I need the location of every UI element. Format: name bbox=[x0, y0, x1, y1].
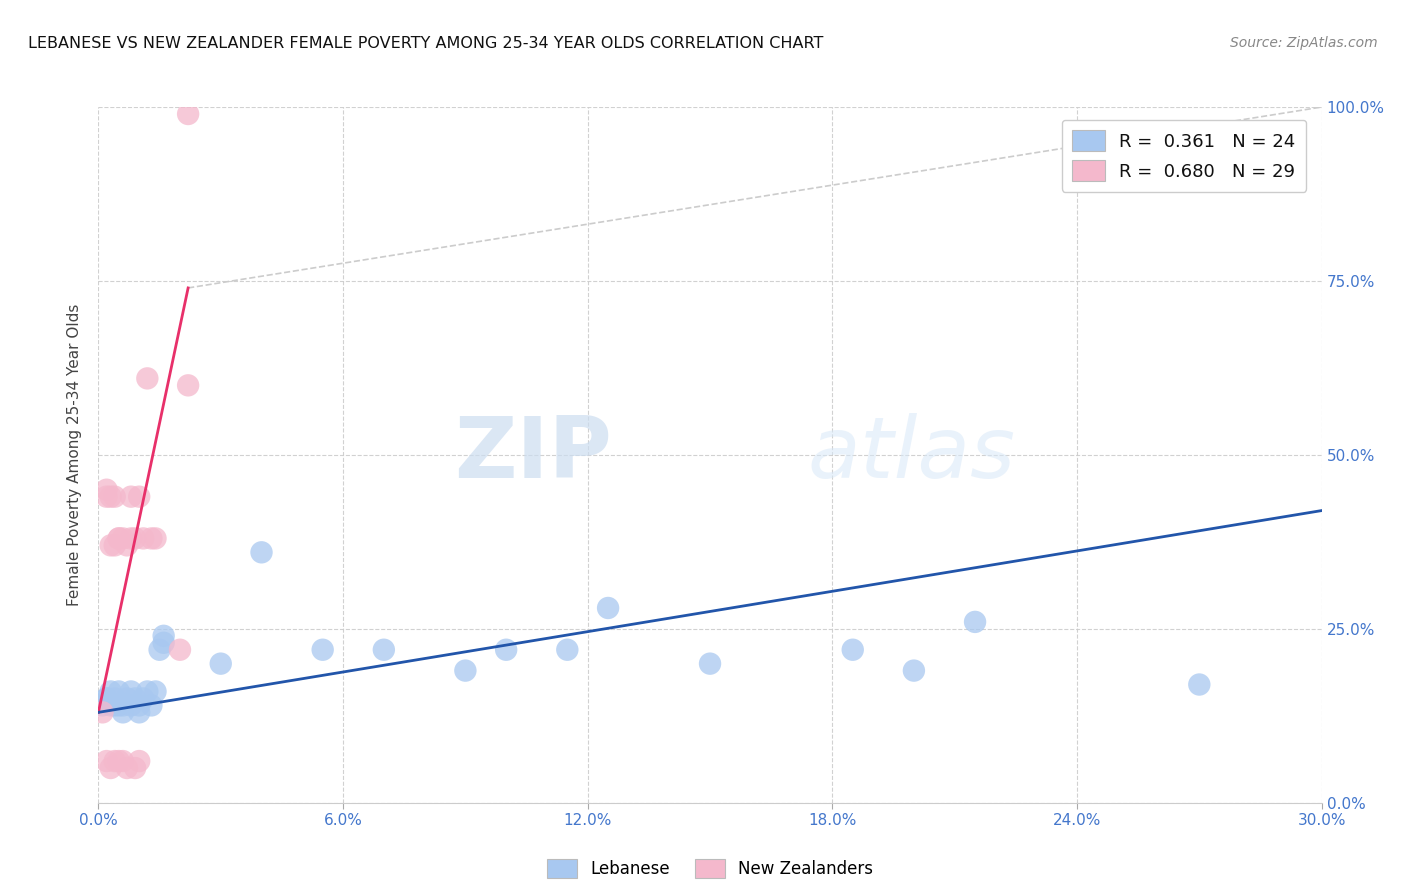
Point bbox=[120, 532, 142, 546]
Point bbox=[128, 754, 150, 768]
Point bbox=[115, 538, 138, 552]
Point bbox=[108, 532, 131, 546]
Point bbox=[100, 538, 122, 552]
Point bbox=[100, 684, 122, 698]
Point bbox=[104, 691, 127, 706]
Point bbox=[152, 636, 174, 650]
Point bbox=[841, 642, 863, 657]
Point bbox=[454, 664, 477, 678]
Point bbox=[124, 532, 146, 546]
Point bbox=[104, 754, 127, 768]
Text: LEBANESE VS NEW ZEALANDER FEMALE POVERTY AMONG 25-34 YEAR OLDS CORRELATION CHART: LEBANESE VS NEW ZEALANDER FEMALE POVERTY… bbox=[28, 36, 824, 51]
Point bbox=[108, 754, 131, 768]
Point bbox=[209, 657, 232, 671]
Point bbox=[111, 532, 134, 546]
Point bbox=[136, 684, 159, 698]
Text: ZIP: ZIP bbox=[454, 413, 612, 497]
Y-axis label: Female Poverty Among 25-34 Year Olds: Female Poverty Among 25-34 Year Olds bbox=[67, 304, 83, 606]
Point bbox=[120, 490, 142, 504]
Point bbox=[250, 545, 273, 559]
Point bbox=[115, 691, 138, 706]
Point bbox=[312, 642, 335, 657]
Point bbox=[145, 684, 167, 698]
Point bbox=[1188, 677, 1211, 691]
Point bbox=[132, 532, 155, 546]
Point bbox=[108, 532, 131, 546]
Point bbox=[91, 698, 114, 713]
Point bbox=[169, 642, 191, 657]
Point bbox=[128, 698, 150, 713]
Point bbox=[100, 698, 122, 713]
Point bbox=[96, 691, 118, 706]
Point bbox=[108, 684, 131, 698]
Point bbox=[495, 642, 517, 657]
Point bbox=[104, 698, 127, 713]
Point bbox=[120, 698, 142, 713]
Point bbox=[91, 706, 114, 720]
Point bbox=[111, 754, 134, 768]
Point bbox=[104, 538, 127, 552]
Point bbox=[100, 761, 122, 775]
Point bbox=[132, 691, 155, 706]
Point bbox=[96, 754, 118, 768]
Text: atlas: atlas bbox=[808, 413, 1017, 497]
Point bbox=[152, 629, 174, 643]
Point bbox=[136, 371, 159, 385]
Point bbox=[128, 490, 150, 504]
Text: Source: ZipAtlas.com: Source: ZipAtlas.com bbox=[1230, 36, 1378, 50]
Point bbox=[96, 483, 118, 497]
Point bbox=[149, 642, 172, 657]
Point bbox=[96, 490, 118, 504]
Point bbox=[177, 107, 200, 121]
Point bbox=[104, 490, 127, 504]
Point bbox=[115, 761, 138, 775]
Point bbox=[557, 642, 579, 657]
Point bbox=[598, 601, 620, 615]
Point bbox=[124, 761, 146, 775]
Point bbox=[120, 684, 142, 698]
Point bbox=[111, 706, 134, 720]
Point bbox=[108, 698, 131, 713]
Point bbox=[965, 615, 987, 629]
Point bbox=[100, 490, 122, 504]
Point bbox=[141, 698, 163, 713]
Point bbox=[124, 691, 146, 706]
Point bbox=[128, 706, 150, 720]
Point bbox=[145, 532, 167, 546]
Point bbox=[111, 698, 134, 713]
Legend: Lebanese, New Zealanders: Lebanese, New Zealanders bbox=[540, 853, 880, 885]
Point bbox=[373, 642, 395, 657]
Point bbox=[141, 532, 163, 546]
Point bbox=[699, 657, 721, 671]
Point bbox=[96, 691, 118, 706]
Point bbox=[177, 378, 200, 392]
Point bbox=[903, 664, 925, 678]
